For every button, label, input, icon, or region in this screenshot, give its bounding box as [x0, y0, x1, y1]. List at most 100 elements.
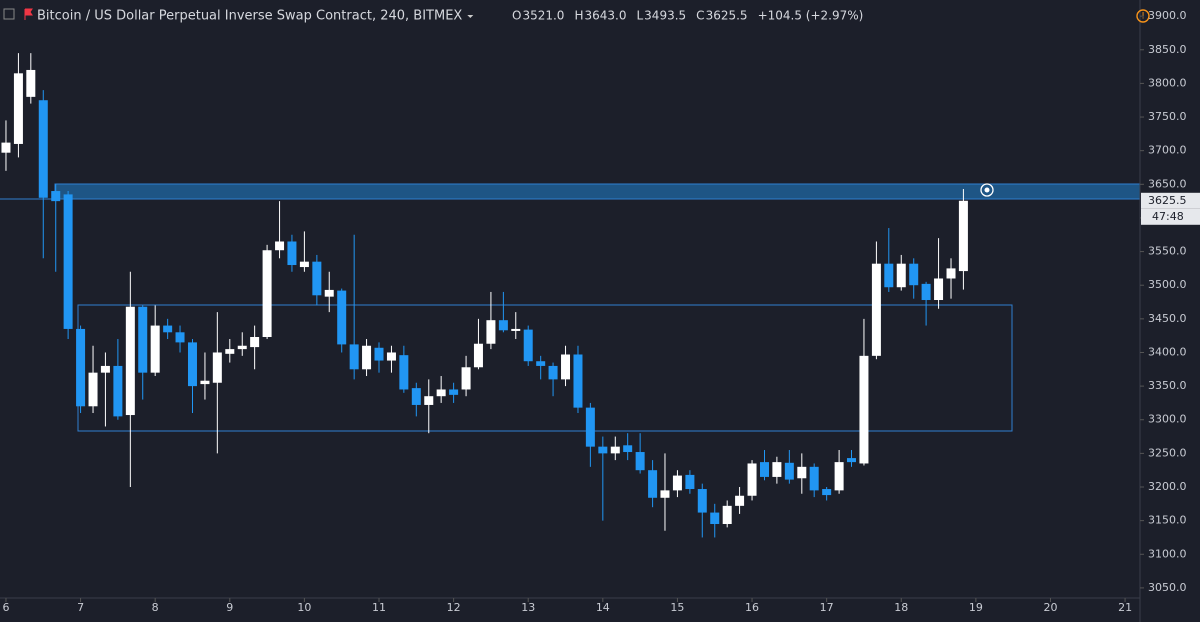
- candle-body: [784, 462, 794, 480]
- y-tick-label: 3100.0: [1148, 547, 1187, 560]
- x-tick-label: 21: [1118, 601, 1132, 614]
- candle-body: [896, 263, 906, 288]
- candle-body: [934, 278, 944, 301]
- y-tick-label: 3150.0: [1148, 514, 1187, 527]
- x-tick-label: 16: [745, 601, 759, 614]
- candle-body: [362, 345, 372, 370]
- y-tick-label: 3700.0: [1148, 144, 1187, 157]
- y-tick-label: 3300.0: [1148, 413, 1187, 426]
- x-tick-label: 15: [670, 601, 684, 614]
- candle-body: [772, 462, 782, 477]
- candle-body: [697, 489, 707, 513]
- x-tick-label: 8: [152, 601, 159, 614]
- change-value: +104.5 (+2.97%): [758, 9, 864, 23]
- candle-body: [237, 345, 247, 350]
- x-tick-label: 9: [226, 601, 233, 614]
- candle-body: [76, 328, 86, 407]
- x-tick-label: 7: [77, 601, 84, 614]
- candle-body: [299, 261, 309, 268]
- candle-body: [685, 474, 695, 490]
- candle-body: [834, 462, 844, 491]
- ohlc-value: 3521.0: [522, 9, 564, 23]
- candles: [1, 53, 968, 538]
- candle-body: [26, 69, 36, 97]
- candle-body: [287, 241, 297, 266]
- x-tick-label: 20: [1043, 601, 1057, 614]
- candle-body: [436, 389, 446, 397]
- alert-icon: [980, 183, 994, 197]
- x-tick-label: 11: [372, 601, 386, 614]
- candle-body: [722, 505, 732, 525]
- ohlc-value: 3493.5: [644, 9, 686, 23]
- candle-body: [958, 200, 968, 272]
- flag-icon[interactable]: [24, 8, 33, 20]
- candle-body: [386, 352, 396, 361]
- candle-body: [846, 458, 856, 463]
- x-tick-label: 10: [297, 601, 311, 614]
- candle-body: [163, 325, 173, 333]
- candle-body: [1, 142, 11, 153]
- header: Bitcoin / US Dollar Perpetual Inverse Sw…: [3, 8, 1150, 24]
- y-tick-label: 3250.0: [1148, 446, 1187, 459]
- dropdown-caret[interactable]: [467, 15, 474, 18]
- y-tick-label: 3350.0: [1148, 379, 1187, 392]
- candle-body: [374, 347, 384, 361]
- ohlc-letter: C: [696, 9, 704, 23]
- y-tick-label: 3450.0: [1148, 312, 1187, 325]
- expand-icon[interactable]: [3, 8, 15, 20]
- candle-body: [635, 452, 645, 471]
- candle-body: [486, 320, 496, 344]
- y-tick-label: 3500.0: [1148, 278, 1187, 291]
- candle-body: [710, 512, 720, 525]
- symbol-title[interactable]: Bitcoin / US Dollar Perpetual Inverse Sw…: [37, 9, 462, 24]
- candle-body: [648, 470, 658, 498]
- candle-body: [275, 241, 285, 251]
- warning-icon[interactable]: [1136, 9, 1150, 23]
- candle-body: [523, 329, 533, 362]
- candle-body: [822, 489, 832, 496]
- y-tick-label: 3050.0: [1148, 581, 1187, 594]
- candle-body: [809, 466, 819, 491]
- candle-body: [51, 191, 61, 202]
- y-tick-label: 3650.0: [1148, 177, 1187, 190]
- ohlc-letter: L: [636, 9, 643, 23]
- candle-body: [212, 352, 222, 383]
- candle-body: [461, 367, 471, 390]
- candle-body: [125, 306, 135, 416]
- candle-body: [536, 361, 546, 366]
- y-tick-label: 3550.0: [1148, 245, 1187, 258]
- candle-body: [175, 332, 185, 343]
- candle-body: [113, 365, 123, 417]
- price-tag-label: 3625.5: [1148, 194, 1187, 207]
- x-tick-label: 13: [521, 601, 535, 614]
- candle-body: [548, 365, 558, 380]
- candle-body: [349, 344, 359, 370]
- y-tick-label: 3750.0: [1148, 110, 1187, 123]
- candle-body: [760, 462, 770, 477]
- resistance-zone: [54, 183, 1141, 200]
- candle-body: [411, 388, 421, 405]
- candle-body: [660, 490, 670, 498]
- candle-body: [312, 261, 322, 296]
- ohlc-letter: H: [574, 9, 583, 23]
- candle-body: [187, 342, 197, 387]
- x-tick-label: 17: [820, 601, 834, 614]
- candle-body: [250, 337, 260, 348]
- candle-body: [150, 325, 160, 373]
- candle-body: [921, 283, 931, 301]
- y-tick-label: 3200.0: [1148, 480, 1187, 493]
- y-tick-label: 3900.0: [1148, 9, 1187, 22]
- candle-body: [225, 349, 235, 354]
- candle-body: [399, 355, 409, 390]
- candle-body: [138, 306, 148, 373]
- candle-body: [585, 407, 595, 447]
- candle-body: [424, 396, 434, 405]
- candle-body: [561, 354, 571, 380]
- candle-body: [909, 263, 919, 286]
- candle-body: [573, 354, 583, 408]
- ohlc-value: 3643.0: [584, 9, 626, 23]
- candle-body: [747, 463, 757, 496]
